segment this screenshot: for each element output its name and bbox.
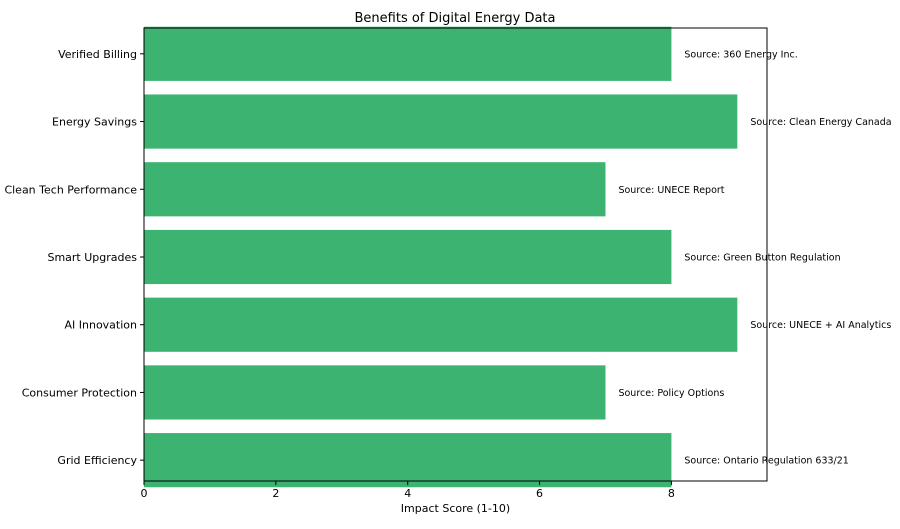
bar	[144, 94, 738, 149]
x-tick-label: 0	[141, 487, 148, 500]
x-tick-label: 8	[668, 487, 675, 500]
bar	[144, 365, 606, 420]
source-annotation: Source: UNECE + AI Analytics	[750, 320, 891, 331]
source-annotation: Source: Clean Energy Canada	[750, 117, 891, 128]
source-annotation: Source: Green Button Regulation	[684, 252, 840, 263]
source-annotation: Source: 360 Energy Inc.	[684, 49, 797, 60]
bar	[144, 162, 606, 217]
bar	[144, 26, 672, 81]
bar	[144, 297, 738, 352]
x-axis-label: Impact Score (1-10)	[401, 502, 510, 515]
x-axis: 0 2 4 6 8	[141, 481, 675, 500]
y-tick-label: AI Innovation	[64, 319, 137, 332]
x-tick-label: 4	[404, 487, 411, 500]
y-tick-label: Energy Savings	[52, 116, 137, 129]
x-tick-label: 2	[272, 487, 279, 500]
y-axis: Grid Efficiency Consumer Protection AI Inn…	[4, 48, 144, 467]
bar	[144, 229, 672, 285]
source-annotation: Source: Policy Options	[618, 388, 724, 399]
y-tick-label: Clean Tech Performance	[4, 183, 137, 196]
y-tick-label: Verified Billing	[58, 48, 137, 61]
bars-layer	[144, 26, 738, 488]
y-tick-label: Grid Efficiency	[57, 454, 137, 467]
x-tick-label: 6	[536, 487, 543, 500]
y-tick-label: Consumer Protection	[22, 386, 137, 399]
plot-frame	[143, 27, 768, 482]
bar	[144, 433, 672, 488]
y-tick-label: Smart Upgrades	[47, 251, 137, 264]
source-annotation: Source: UNECE Report	[618, 185, 724, 196]
chart-title: Benefits of Digital Energy Data	[355, 11, 556, 26]
